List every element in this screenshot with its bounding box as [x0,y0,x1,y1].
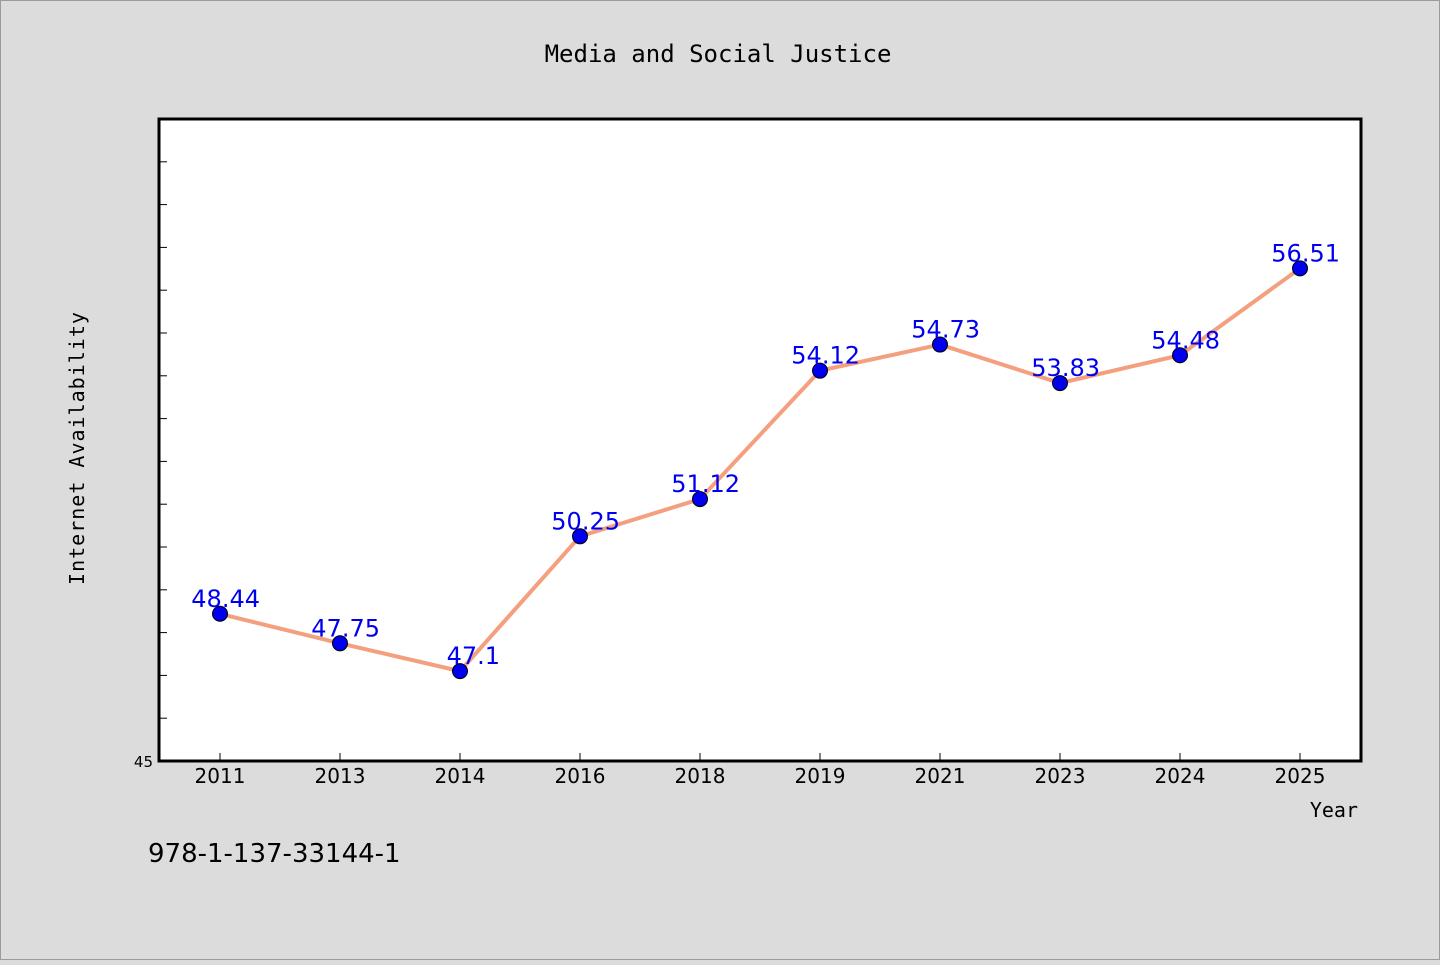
data-label: 53.83 [1031,354,1100,382]
data-point [692,491,708,508]
data-label: 48.44 [191,585,260,613]
data-point [452,663,468,680]
x-tick-label: 2011 [195,764,246,788]
data-point [1172,347,1188,364]
data-label: 50.25 [551,507,620,535]
y-axis-ticks: 45 [134,161,167,771]
plot-area [157,117,1363,763]
x-tick-label: 2025 [1275,764,1326,788]
data-point [932,336,948,353]
data-label: 47.75 [311,614,380,642]
x-tick-label: 2021 [915,764,966,788]
data-label: 54.12 [791,342,860,370]
isbn-footer: 978-1-137-33144-1 [148,839,401,869]
data-label: 54.48 [1151,326,1220,354]
x-tick-label: 2019 [795,764,846,788]
data-point [812,362,828,379]
x-tick-label: 2013 [315,764,366,788]
y-axis-label: Internet Availability [65,311,89,585]
data-point [1292,260,1308,277]
data-point [212,605,228,622]
x-tick-label: 2014 [435,764,486,788]
chart-title: Media and Social Justice [545,40,892,68]
data-point [332,635,348,652]
data-point [572,528,588,545]
x-axis-label: Year [1310,798,1358,822]
data-label: 54.73 [911,316,980,344]
series-line [218,266,1302,674]
x-tick-label: 2016 [555,764,606,788]
x-axis-ticks: 2011 2013 2014 2016 2018 2019 2021 2023 2024 2025 [195,753,1326,788]
data-label: 51.12 [671,470,740,498]
x-tick-label: 2018 [675,764,726,788]
x-tick-label: 2024 [1155,764,1206,788]
series-group: 48.44 47.75 47.1 50.25 51.12 54.12 54.73 53.83 5… [191,239,1340,680]
data-label: 56.51 [1271,239,1340,267]
data-point [1052,375,1068,392]
y-tick-label: 45 [134,753,153,771]
x-tick-label: 2023 [1035,764,1086,788]
data-label: 47.1 [447,642,500,670]
